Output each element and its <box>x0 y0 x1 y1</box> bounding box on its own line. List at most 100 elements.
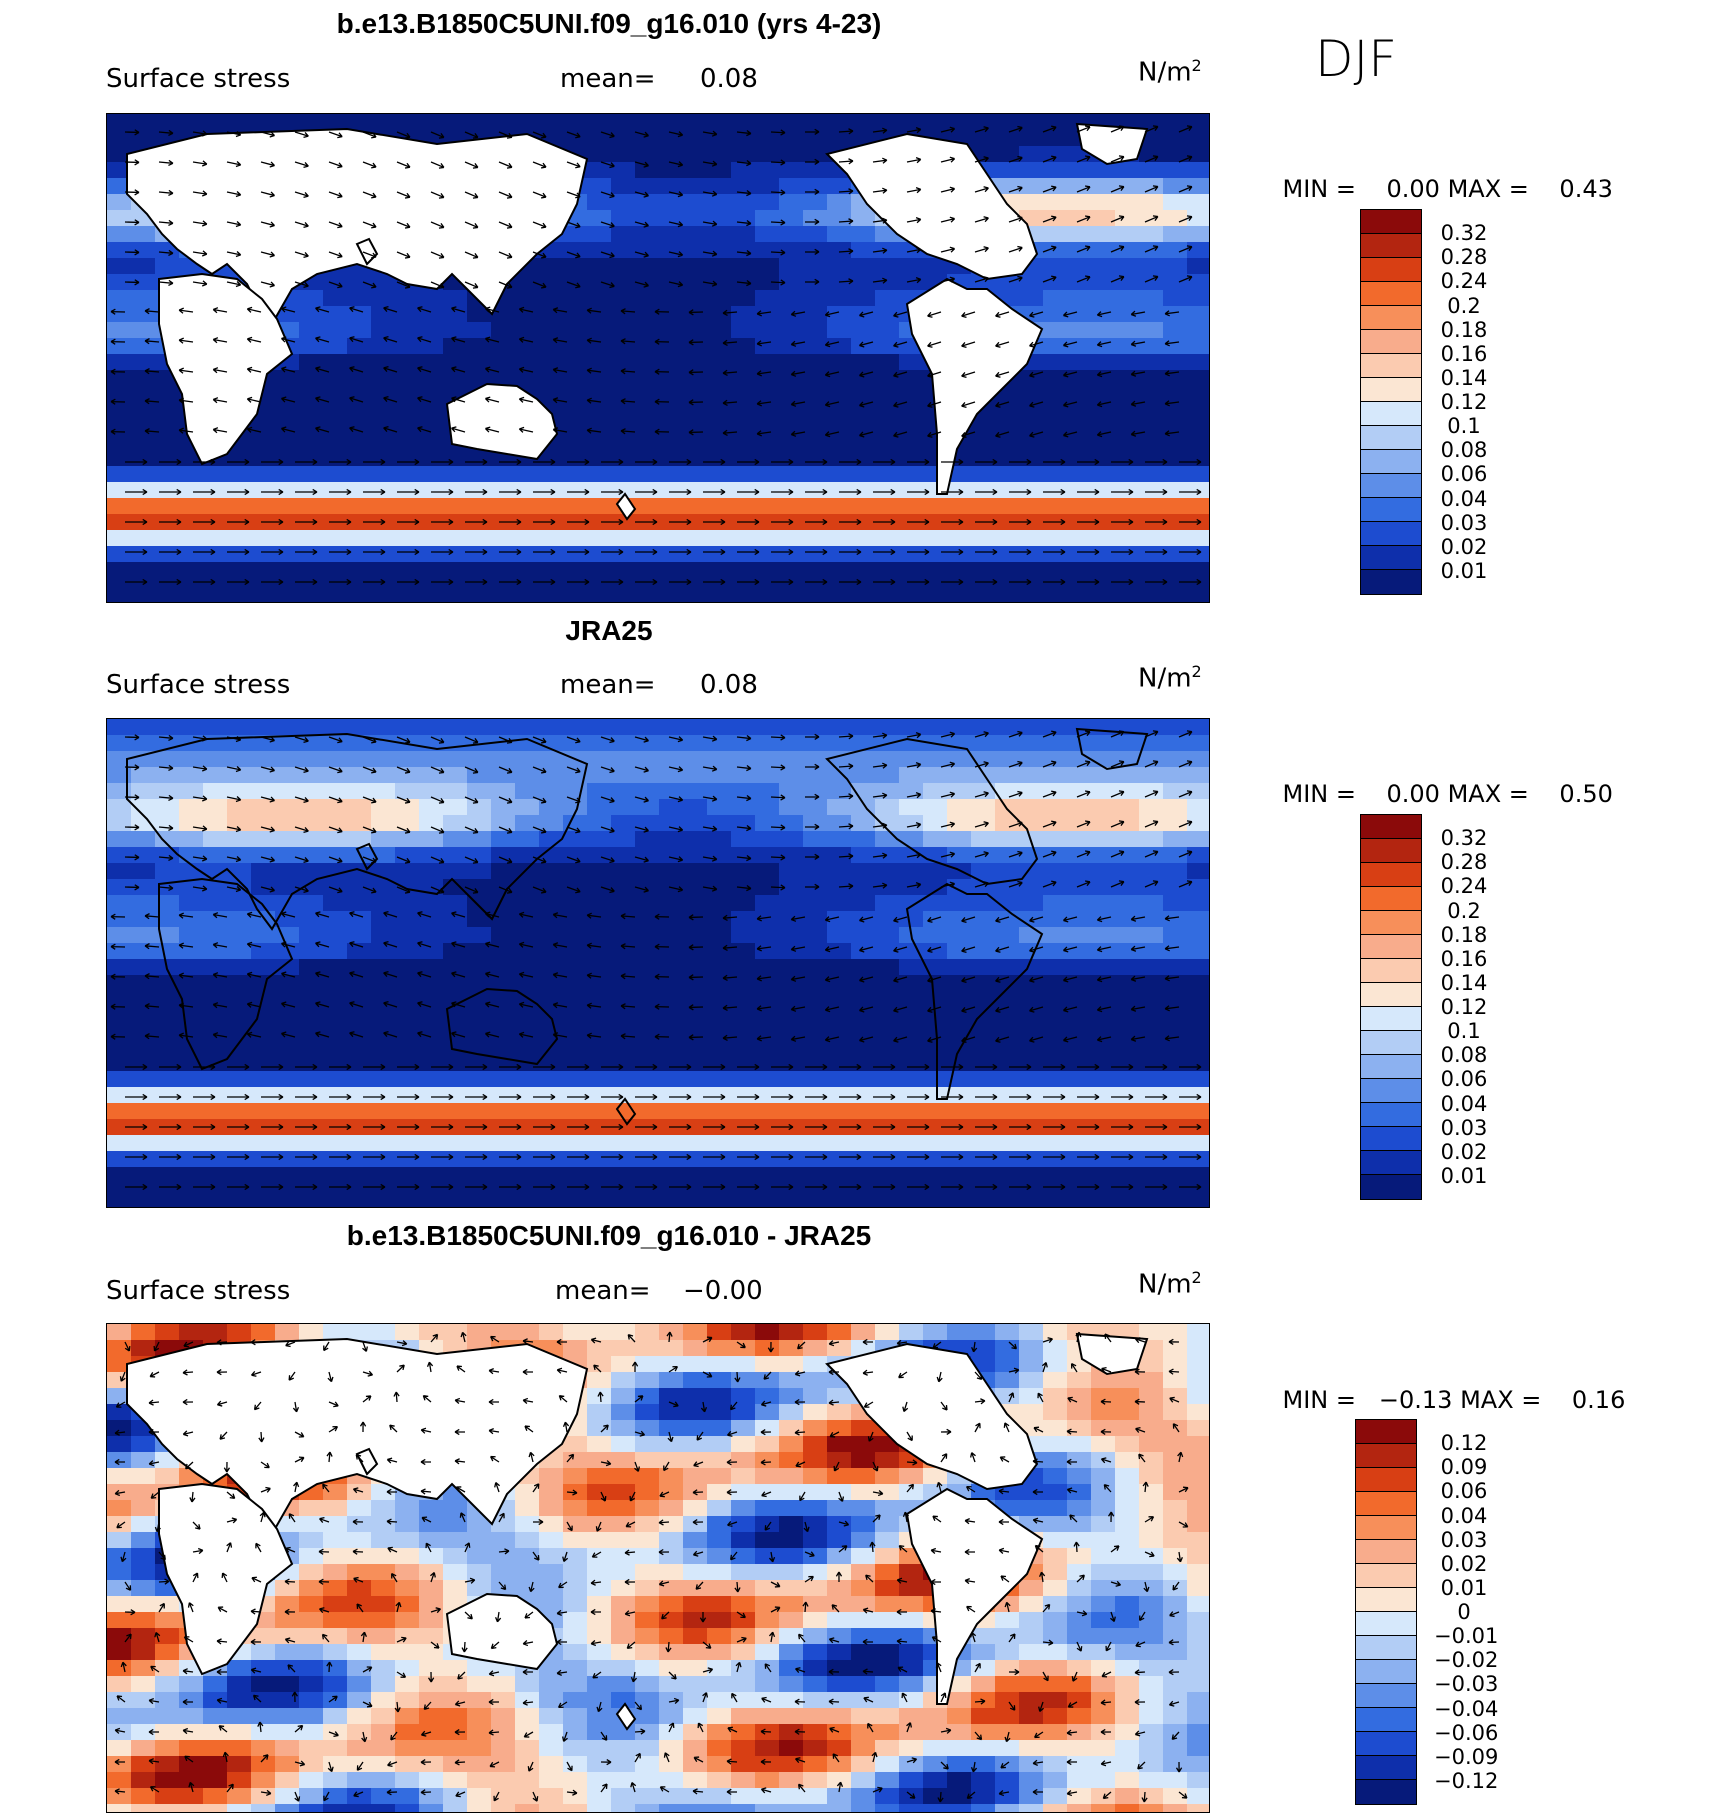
colorbar-swatch <box>1361 450 1421 474</box>
colorbar <box>1360 814 1422 1200</box>
panel-title: b.e13.B1850C5UNI.f09_g16.010 (yrs 4-23) <box>336 8 882 39</box>
colorbar-swatch <box>1361 546 1421 570</box>
colorbar-swatch <box>1361 815 1421 839</box>
colorbar-tick-label: 0.32 <box>1440 221 1488 246</box>
colorbar-swatch <box>1356 1660 1416 1684</box>
colorbar-swatch <box>1361 402 1421 426</box>
colorbar-tick-label: 0.06 <box>1440 1067 1488 1092</box>
colorbar-swatch <box>1361 234 1421 258</box>
colorbar <box>1355 1419 1417 1805</box>
colorbar-swatch <box>1361 1055 1421 1079</box>
map-canvas <box>107 1324 1209 1812</box>
colorbar-swatch <box>1361 378 1421 402</box>
colorbar-swatch <box>1361 1007 1421 1031</box>
colorbar-tick-label: 0.16 <box>1440 341 1488 366</box>
panel-title: b.e13.B1850C5UNI.f09_g16.010 - JRA25 <box>346 1220 872 1251</box>
colorbar-swatch <box>1361 498 1421 522</box>
colorbar-swatch <box>1361 887 1421 911</box>
colorbar-tick-label: 0.01 <box>1440 558 1488 583</box>
mean-value: 0.08 <box>700 670 758 700</box>
colorbar-tick-label: 0.04 <box>1440 1091 1488 1116</box>
colorbar-swatch <box>1361 839 1421 863</box>
variable-label: Surface stress <box>106 64 291 94</box>
stress-vectors <box>110 125 1202 586</box>
colorbar-tick-label: 0.2 <box>1447 898 1481 923</box>
colorbar-tick-label: 0.28 <box>1440 245 1488 270</box>
colorbar <box>1360 209 1422 595</box>
colorbar-swatch <box>1356 1612 1416 1636</box>
colorbar-tick-label: −0.04 <box>1434 1696 1499 1721</box>
units-label: N/m2 <box>1138 662 1202 694</box>
colorbar-swatch <box>1356 1444 1416 1468</box>
colorbar-tick-label: 0.32 <box>1440 826 1488 851</box>
colorbar-swatch <box>1361 330 1421 354</box>
colorbar-swatch <box>1356 1564 1416 1588</box>
colorbar-tick-label: 0.08 <box>1440 1043 1488 1068</box>
surface-stress-map <box>106 113 1210 603</box>
colorbar-swatch <box>1361 258 1421 282</box>
colorbar-swatch <box>1361 1103 1421 1127</box>
colorbar-tick-label: 0.02 <box>1440 1139 1488 1164</box>
colorbar-tick-label: 0.1 <box>1447 1019 1481 1044</box>
colorbar-swatch <box>1361 522 1421 546</box>
panel-title: JRA25 <box>565 615 653 646</box>
colorbar-swatch <box>1361 426 1421 450</box>
colorbar-tick-label: −0.01 <box>1434 1624 1499 1649</box>
colorbar-tick-label: 0.01 <box>1440 1163 1488 1188</box>
colorbar-tick-label: 0.12 <box>1440 995 1488 1019</box>
min-max-readout: MIN = −0.13 MAX = 0.16 <box>1282 1386 1626 1414</box>
colorbar-swatch <box>1356 1756 1416 1780</box>
units-label: N/m2 <box>1138 1268 1202 1300</box>
map-canvas <box>107 719 1209 1207</box>
colorbar-swatch <box>1361 1079 1421 1103</box>
colorbar-swatch <box>1361 983 1421 1007</box>
colorbar-swatch <box>1361 1031 1421 1055</box>
colorbar-swatch <box>1356 1780 1416 1804</box>
colorbar-tick-label: 0.06 <box>1440 462 1488 487</box>
colorbar-swatch <box>1356 1588 1416 1612</box>
colorbar-swatch <box>1361 1175 1421 1199</box>
colorbar-tick-label: −0.06 <box>1434 1720 1499 1745</box>
continents <box>126 727 1149 1126</box>
surface-stress-map <box>106 1323 1210 1813</box>
colorbar-swatch <box>1361 959 1421 983</box>
colorbar-swatch <box>1356 1708 1416 1732</box>
colorbar-swatch <box>1361 1127 1421 1151</box>
continents <box>126 122 1149 521</box>
colorbar-tick-label: 0.16 <box>1440 946 1488 971</box>
colorbar-tick-label: 0 <box>1457 1600 1471 1624</box>
colorbar-tick-label: 0.03 <box>1440 510 1488 535</box>
colorbar-tick-label: 0.08 <box>1440 438 1488 463</box>
colorbar-tick-label: 0.03 <box>1440 1527 1488 1552</box>
colorbar-tick-label: 0.12 <box>1440 390 1488 414</box>
colorbar-swatch <box>1361 354 1421 378</box>
min-max-readout: MIN = 0.00 MAX = 0.50 <box>1282 780 1613 808</box>
colorbar-swatch <box>1356 1636 1416 1660</box>
colorbar-swatch <box>1356 1468 1416 1492</box>
colorbar-swatch <box>1361 911 1421 935</box>
mean-label: mean= <box>560 670 656 700</box>
colorbar-swatch <box>1361 935 1421 959</box>
colorbar-swatch <box>1361 282 1421 306</box>
colorbar-tick-label: −0.02 <box>1434 1648 1499 1673</box>
colorbar-tick-label: 0.02 <box>1440 1551 1488 1576</box>
mean-value: −0.00 <box>683 1276 763 1306</box>
colorbar-swatch <box>1361 474 1421 498</box>
season-label: DJF <box>1315 30 1398 88</box>
colorbar-tick-label: 0.03 <box>1440 1115 1488 1140</box>
colorbar-tick-label: −0.09 <box>1434 1744 1499 1769</box>
colorbar-tick-label: 0.1 <box>1447 414 1481 439</box>
mean-value: 0.08 <box>700 64 758 94</box>
colorbar-tick-label: 0.24 <box>1440 269 1488 294</box>
colorbar-swatch <box>1361 306 1421 330</box>
stress-vectors <box>110 730 1202 1191</box>
continents <box>126 1332 1149 1731</box>
colorbar-swatch <box>1361 210 1421 234</box>
colorbar-tick-label: 0.24 <box>1440 874 1488 899</box>
colorbar-swatch <box>1356 1492 1416 1516</box>
colorbar-tick-label: −0.03 <box>1434 1672 1499 1697</box>
colorbar-tick-label: −0.12 <box>1434 1768 1499 1793</box>
colorbar-swatch <box>1361 570 1421 594</box>
colorbar-tick-label: 0.12 <box>1440 1431 1488 1456</box>
colorbar-tick-label: 0.01 <box>1440 1575 1488 1600</box>
